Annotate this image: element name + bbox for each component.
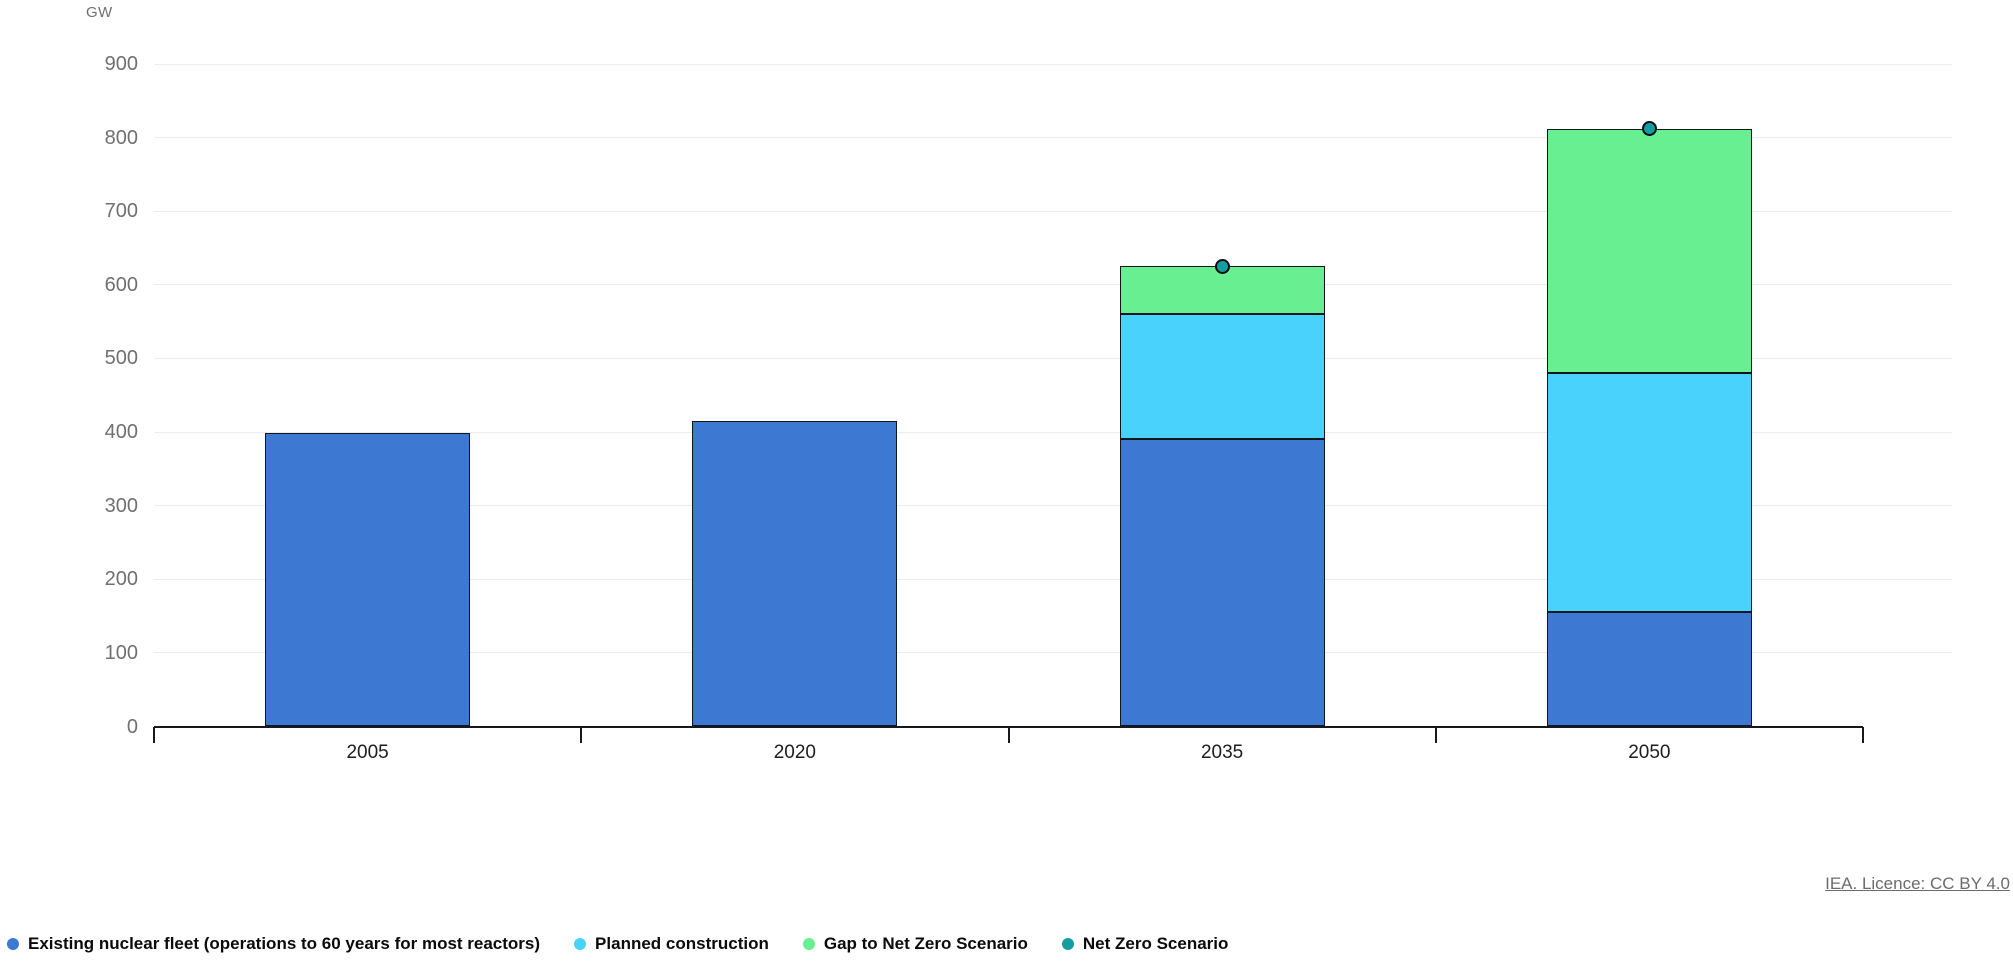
y-axis-tick-label: 300 (104, 494, 138, 517)
gridline (154, 505, 1952, 507)
bar-segment-gap-to-net-zero-scenario-2050[interactable] (1546, 128, 1752, 374)
legend-item-net-zero-scenario[interactable]: Net Zero Scenario (1061, 934, 1229, 954)
gridline (154, 210, 1952, 212)
x-axis-tick-label: 2020 (773, 741, 817, 763)
existing-nuclear-fleet-legend-dot-icon (7, 938, 19, 950)
gridline (154, 137, 1952, 139)
bar-segment-existing-nuclear-fleet-2050[interactable] (1546, 612, 1752, 727)
bar-segment-planned-construction-2050[interactable] (1546, 373, 1752, 613)
marker-net-zero-scenario-2035[interactable] (1214, 258, 1230, 274)
y-axis-tick-label: 600 (104, 273, 138, 296)
bar-segment-existing-nuclear-fleet-2005[interactable] (265, 432, 471, 727)
legend-item-existing-nuclear-fleet[interactable]: Existing nuclear fleet (operations to 60… (7, 934, 540, 954)
legend-label: Planned construction (595, 934, 769, 953)
y-axis-tick-label: 700 (104, 200, 138, 223)
x-axis-tick (1007, 726, 1010, 743)
x-axis-tick-label: 2050 (1628, 741, 1671, 763)
x-axis-tick (580, 726, 583, 743)
y-axis-tick-label: 0 (126, 715, 138, 738)
gridline (154, 652, 1952, 654)
gridline (154, 63, 1952, 65)
bar-segment-gap-to-net-zero-scenario-2035[interactable] (1119, 266, 1325, 315)
bar-segment-existing-nuclear-fleet-2035[interactable] (1119, 439, 1325, 727)
gap-to-net-zero-scenario-legend-dot-icon (802, 938, 815, 950)
legend-item-planned-construction[interactable]: Planned construction (574, 934, 769, 954)
x-axis-tick (1862, 726, 1864, 743)
x-axis-tick-label: 2005 (346, 741, 389, 763)
bar-segment-existing-nuclear-fleet-2020[interactable] (692, 421, 898, 727)
y-axis-tick-label: 200 (104, 568, 138, 591)
gridline (154, 431, 1952, 433)
legend: Existing nuclear fleet (operations to 60… (7, 933, 1228, 955)
planned-construction-legend-dot-icon (574, 938, 587, 950)
iea-licence-link[interactable]: IEA. Licence: CC BY 4.0 (1825, 874, 2010, 893)
gridline (154, 578, 1952, 580)
marker-net-zero-scenario-2050[interactable] (1641, 121, 1657, 137)
x-axis-tick-label: 2035 (1200, 741, 1244, 763)
y-axis-tick-label: 500 (104, 347, 138, 370)
bar-segment-planned-construction-2035[interactable] (1119, 314, 1325, 440)
y-axis-tick-label: 900 (104, 53, 138, 75)
x-axis-tick (1434, 726, 1437, 743)
y-axis-tick-label: 800 (104, 126, 138, 149)
legend-label: Gap to Net Zero Scenario (823, 934, 1028, 953)
gridline (154, 284, 1952, 286)
legend-item-gap-to-net-zero-scenario[interactable]: Gap to Net Zero Scenario (802, 934, 1028, 954)
legend-label: Existing nuclear fleet (operations to 60… (28, 934, 541, 953)
gridline (154, 357, 1952, 359)
legend-label: Net Zero Scenario (1082, 934, 1229, 953)
x-axis-tick (153, 726, 155, 743)
net-zero-scenario-legend-dot-icon (1061, 938, 1074, 950)
y-axis-unit-label: GW (86, 4, 113, 21)
y-axis-tick-label: 400 (104, 421, 138, 444)
y-axis-tick-label: 100 (104, 641, 138, 664)
